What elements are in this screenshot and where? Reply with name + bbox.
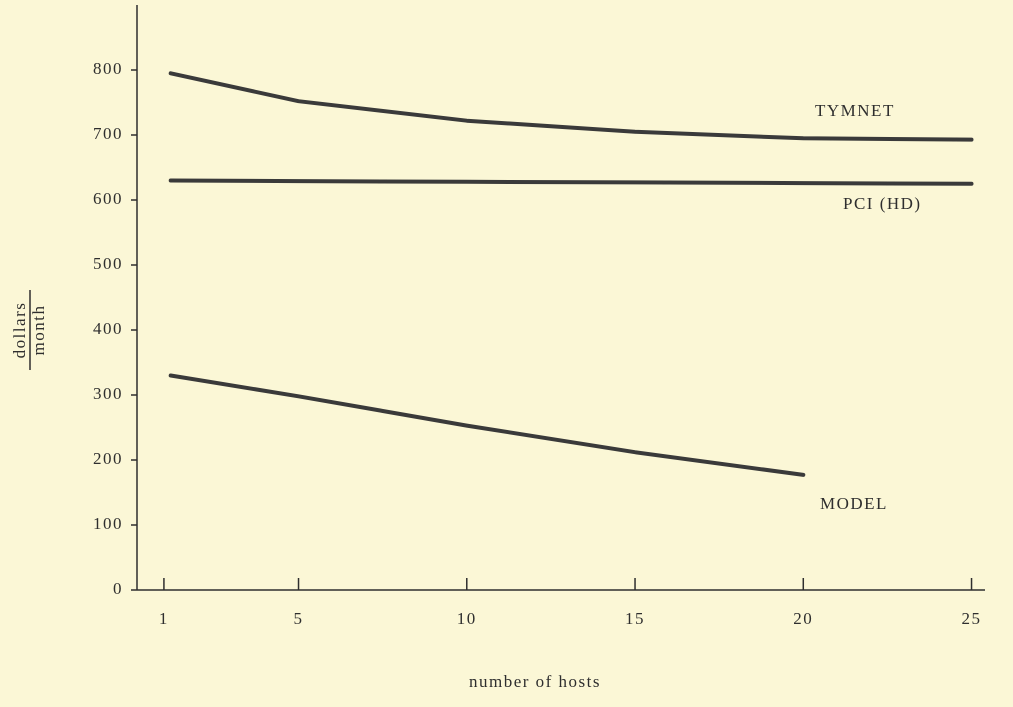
- series-line: [168, 71, 974, 142]
- y-tick-label: 600: [93, 189, 123, 208]
- series-label: MODEL: [820, 494, 888, 513]
- x-tick-label: 25: [962, 609, 982, 628]
- series-label: PCI (HD): [843, 194, 922, 213]
- x-axis-label: number of hosts: [469, 672, 601, 691]
- y-tick-label: 700: [93, 124, 123, 143]
- x-tick-label: 1: [159, 609, 169, 628]
- series-line: [168, 373, 806, 477]
- x-tick-label: 20: [793, 609, 813, 628]
- x-tick-label: 5: [294, 609, 304, 628]
- y-tick-label: 300: [93, 384, 123, 403]
- series-line: [168, 178, 974, 186]
- y-label-numerator: dollars: [10, 302, 29, 359]
- x-tick-label: 15: [625, 609, 645, 628]
- y-axis-label: dollars month: [10, 290, 48, 370]
- y-tick-label: 800: [93, 59, 123, 78]
- series-label: TYMNET: [815, 101, 895, 120]
- y-tick-label: 400: [93, 319, 123, 338]
- y-tick-label: 200: [93, 449, 123, 468]
- y-tick-label: 100: [93, 514, 123, 533]
- x-tick-label: 10: [457, 609, 477, 628]
- y-tick-label: 0: [113, 579, 123, 598]
- y-tick-label: 500: [93, 254, 123, 273]
- y-label-denominator: month: [29, 305, 48, 356]
